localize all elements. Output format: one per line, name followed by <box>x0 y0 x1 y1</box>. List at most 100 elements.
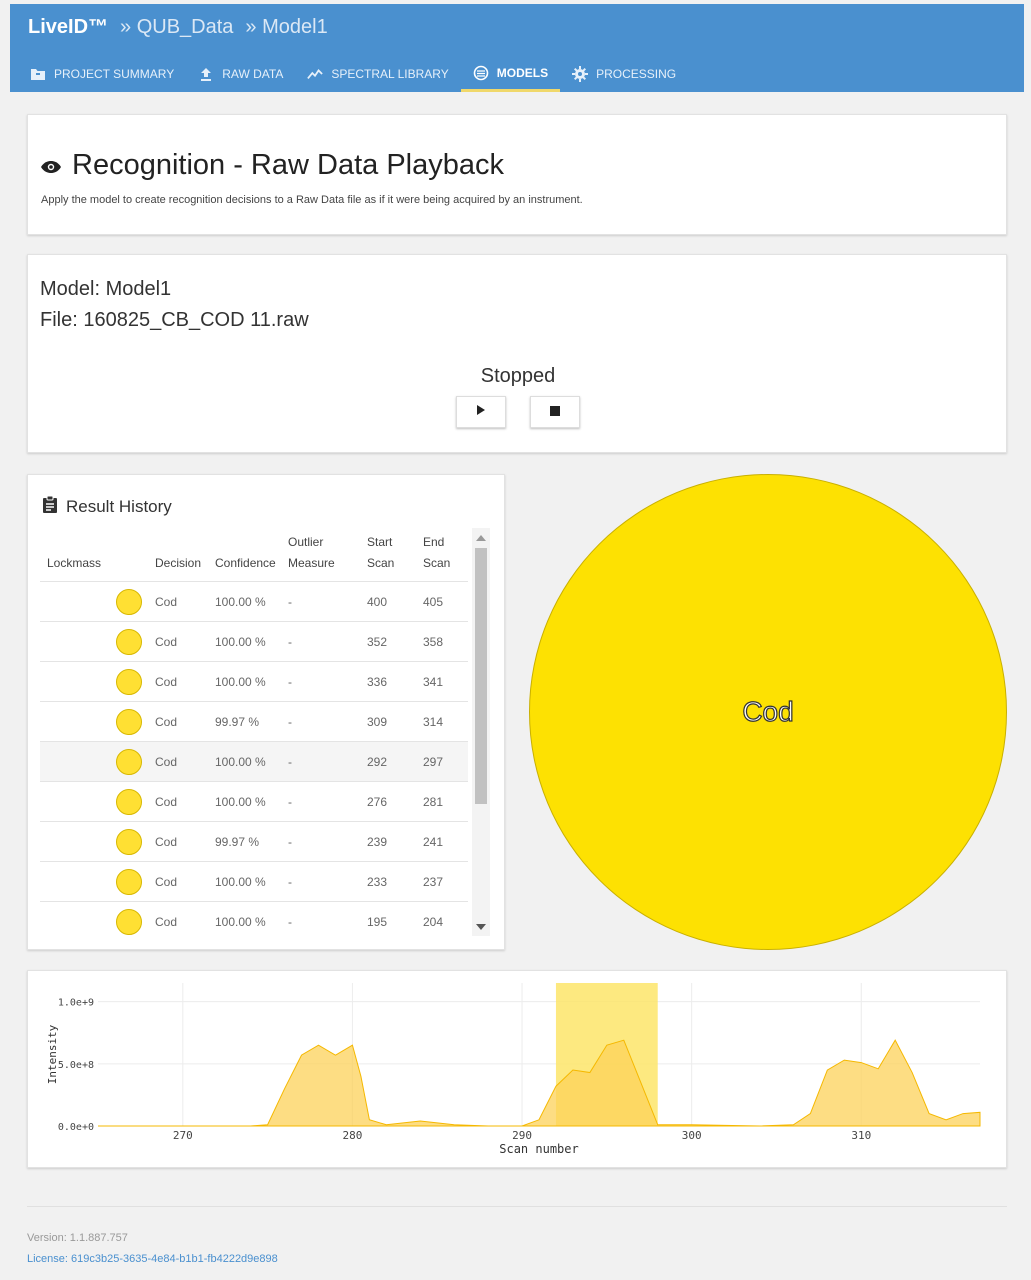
main-nav: PROJECT SUMMARY RAW DATA SPECTRAL LIBRAR… <box>18 56 688 92</box>
cell-start: 276 <box>367 795 388 809</box>
cell-end: 341 <box>423 675 444 689</box>
upload-icon <box>198 66 214 82</box>
tab-label: PROCESSING <box>596 67 677 81</box>
result-history-title-text: Result History <box>66 496 172 516</box>
gear-icon <box>572 66 589 82</box>
history-scrollbar[interactable] <box>472 528 490 936</box>
cell-end: 358 <box>423 635 444 649</box>
tab-label: SPECTRAL LIBRARY <box>331 67 449 81</box>
cell-confidence: 100.00 % <box>215 915 266 929</box>
cell-start: 336 <box>367 675 388 689</box>
tab-spectral-library[interactable]: SPECTRAL LIBRARY <box>295 56 460 92</box>
col-lockmass[interactable]: Lockmass <box>47 556 102 570</box>
table-row[interactable]: Cod 99.97 % - 239 241 <box>40 821 468 861</box>
tab-models[interactable]: MODELS <box>460 56 561 92</box>
decision-indicator-icon <box>116 629 142 655</box>
table-row[interactable]: Cod 99.97 % - 309 314 <box>40 701 468 741</box>
scroll-down-arrow[interactable] <box>476 924 486 930</box>
table-row[interactable]: Cod 100.00 % - 336 341 <box>40 661 468 701</box>
app-header: LiveID™ » QUB_Data » Model1 PROJECT SUMM… <box>10 4 1024 92</box>
y-tick-label: 5.0e+8 <box>58 1060 94 1071</box>
tab-raw-data[interactable]: RAW DATA <box>186 56 295 92</box>
cell-end: 405 <box>423 595 444 609</box>
cell-outlier: - <box>288 635 292 649</box>
file-label: File: 160825_CB_COD 11.raw <box>40 309 309 331</box>
page-header-card: Recognition - Raw Data Playback Apply th… <box>27 114 1007 235</box>
table-row[interactable]: Cod 100.00 % - 276 281 <box>40 781 468 821</box>
x-tick-label: 280 <box>342 1129 362 1142</box>
scroll-thumb[interactable] <box>475 548 487 804</box>
breadcrumb-model[interactable]: » Model1 <box>245 16 328 38</box>
table-row[interactable]: Cod 100.00 % - 195 204 <box>40 901 468 941</box>
page-title: Recognition - Raw Data Playback <box>40 149 504 182</box>
tab-label: PROJECT SUMMARY <box>54 67 175 81</box>
cell-outlier: - <box>288 755 292 769</box>
col-confidence[interactable]: Confidence <box>215 556 276 570</box>
y-axis-label: Intensity <box>46 1024 59 1084</box>
table-row[interactable]: Cod 100.00 % - 233 237 <box>40 861 468 901</box>
stop-icon <box>550 403 560 421</box>
cell-outlier: - <box>288 675 292 689</box>
col-outlier-line2[interactable]: Measure <box>288 556 335 570</box>
intensity-chart: 270 280 290 300 310 0.0e+0 5.0e+8 1.0e+9 Scan nu… <box>46 983 981 1156</box>
cell-end: 297 <box>423 755 444 769</box>
col-end-line2[interactable]: Scan <box>423 556 451 570</box>
cell-outlier: - <box>288 875 292 889</box>
brand-link[interactable]: LiveID™ <box>28 16 109 38</box>
breadcrumb-project[interactable]: » QUB_Data <box>120 16 234 38</box>
col-outlier-line1[interactable]: Outlier <box>288 535 324 549</box>
cell-confidence: 100.00 % <box>215 675 266 689</box>
table-row[interactable]: Cod 100.00 % - 400 405 <box>40 581 468 621</box>
x-tick-label: 270 <box>173 1129 193 1142</box>
cell-confidence: 100.00 % <box>215 595 266 609</box>
cell-decision: Cod <box>155 915 178 929</box>
col-start-line2[interactable]: Scan <box>367 556 395 570</box>
decision-indicator-icon <box>116 789 142 815</box>
cell-confidence: 100.00 % <box>215 875 266 889</box>
tab-project-summary[interactable]: PROJECT SUMMARY <box>18 56 186 92</box>
cell-outlier: - <box>288 715 292 729</box>
cell-outlier: - <box>288 915 292 929</box>
cell-outlier: - <box>288 595 292 609</box>
tab-processing[interactable]: PROCESSING <box>560 56 688 92</box>
cell-end: 237 <box>423 875 444 889</box>
folder-icon <box>30 66 46 82</box>
globe-icon <box>473 65 489 81</box>
cell-decision: Cod <box>155 835 178 849</box>
pie-label: Cod <box>742 695 795 727</box>
y-tick-label: 0.0e+0 <box>58 1122 94 1133</box>
clipboard-icon <box>42 495 58 518</box>
cell-start: 195 <box>367 915 388 929</box>
cell-decision: Cod <box>155 675 178 689</box>
page-title-text: Recognition - Raw Data Playback <box>72 149 504 181</box>
cell-start: 292 <box>367 755 388 769</box>
cell-end: 241 <box>423 835 444 849</box>
license-link[interactable]: License: 619c3b25-3635-4e84-b1b1-fb4222d… <box>27 1253 278 1265</box>
table-row[interactable]: Cod 100.00 % - 352 358 <box>40 621 468 661</box>
col-start-line1[interactable]: Start <box>367 535 393 549</box>
scroll-up-arrow[interactable] <box>476 535 486 541</box>
line-chart-icon <box>307 66 324 82</box>
intensity-area-series <box>98 1039 981 1127</box>
page-description: Apply the model to create recognition de… <box>41 194 583 206</box>
cell-confidence: 100.00 % <box>215 795 266 809</box>
intensity-chart-card: 270 280 290 300 310 0.0e+0 5.0e+8 1.0e+9 Scan nu… <box>27 970 1007 1168</box>
y-tick-label: 1.0e+9 <box>58 998 94 1009</box>
tab-label: MODELS <box>496 65 549 80</box>
play-button[interactable] <box>456 396 506 428</box>
col-decision[interactable]: Decision <box>155 556 202 570</box>
cell-start: 309 <box>367 715 388 729</box>
col-end-line1[interactable]: End <box>423 535 445 549</box>
table-row[interactable]: Cod 100.00 % - 292 297 <box>40 741 468 781</box>
cell-decision: Cod <box>155 635 178 649</box>
cell-decision: Cod <box>155 755 178 769</box>
cell-decision: Cod <box>155 595 178 609</box>
model-label: Model: Model1 <box>40 278 172 300</box>
cell-confidence: 100.00 % <box>215 635 266 649</box>
tab-label: RAW DATA <box>222 67 284 81</box>
decision-indicator-icon <box>116 829 142 855</box>
playback-status: Stopped <box>480 365 556 387</box>
breadcrumb: LiveID™ » QUB_Data » Model1 <box>28 16 328 39</box>
stop-button[interactable] <box>530 396 580 428</box>
x-tick-label: 290 <box>512 1129 532 1142</box>
